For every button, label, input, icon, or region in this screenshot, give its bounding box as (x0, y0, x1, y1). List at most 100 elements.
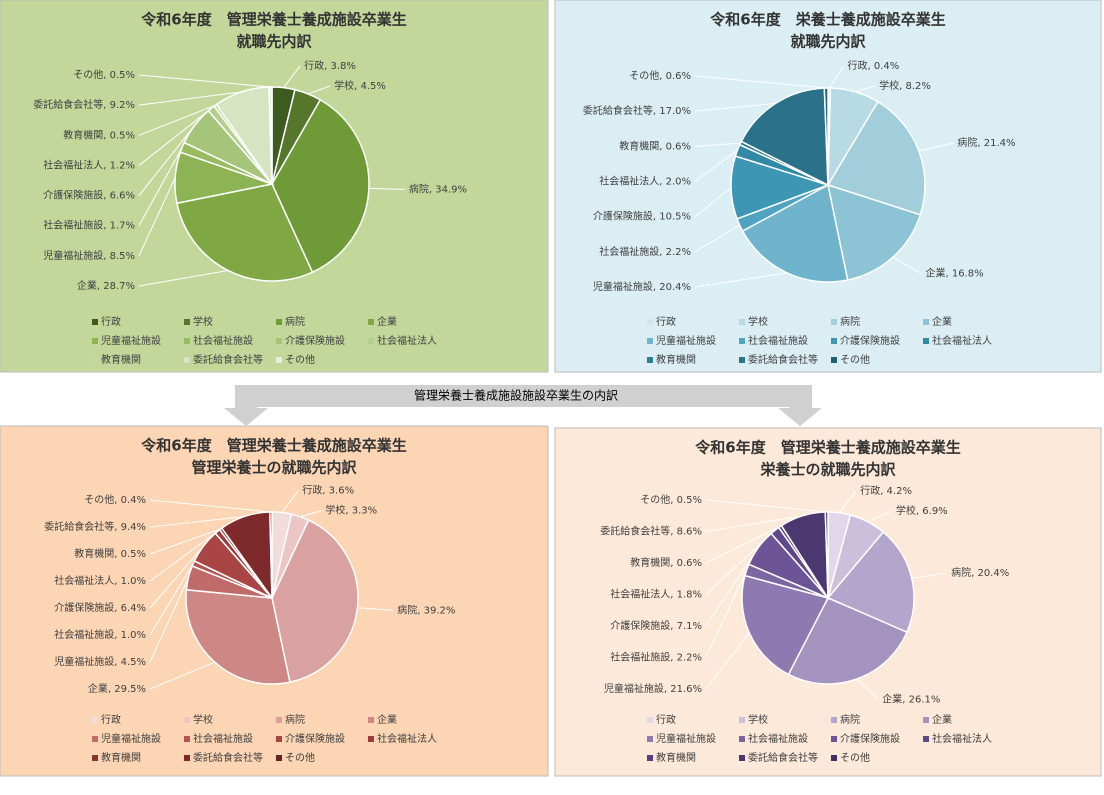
legend-swatch (368, 717, 374, 723)
data-label: 教育機関, 0.6% (619, 139, 691, 152)
leader-line (149, 545, 204, 609)
legend-label: 児童福祉施設 (656, 334, 716, 347)
leader-line (357, 607, 394, 611)
legend-label: 社会福祉法人 (377, 732, 437, 745)
leader-line (281, 490, 299, 513)
leader-line (694, 75, 827, 89)
leader-line (307, 85, 331, 95)
data-label: 病院, 20.4% (951, 566, 1009, 579)
legend-label: 介護保険施設 (840, 334, 900, 347)
leader-line (705, 499, 827, 513)
legend-label: 企業 (932, 713, 952, 726)
legend-swatch (647, 338, 653, 344)
data-label: 介護保険施設, 10.5% (593, 210, 691, 223)
leader-line (149, 531, 218, 582)
data-label: 委託給食会社等, 9.2% (33, 98, 135, 111)
legend-label: 委託給食会社等 (193, 353, 263, 366)
data-label: 学校, 3.3% (325, 504, 377, 517)
legend-label: 行政 (101, 315, 121, 328)
legend-swatch (184, 338, 190, 344)
legend-label: 病院 (285, 315, 305, 328)
data-label: 教育機関, 0.5% (74, 547, 146, 560)
pie-slice (787, 597, 908, 685)
leader-line (149, 528, 221, 555)
leader-line (149, 563, 194, 636)
data-label: 児童福祉施設, 21.6% (604, 682, 702, 695)
data-label: 児童福祉施設, 4.5% (54, 655, 146, 668)
legend-label: 学校 (193, 315, 213, 328)
legend-swatch (276, 338, 282, 344)
chart-title: 令和6年度 管理栄養士養成施設卒業生 (141, 437, 406, 455)
leader-line (892, 256, 922, 275)
data-label: 社会福祉法人, 1.8% (610, 588, 702, 601)
legend-label: 社会福祉法人 (932, 732, 992, 745)
data-label: 企業, 29.5% (88, 682, 146, 695)
legend-swatch (831, 357, 837, 363)
legend-swatch (368, 736, 374, 742)
legend-label: 企業 (932, 315, 952, 328)
data-label: 社会福祉施設, 1.7% (43, 219, 135, 232)
leader-line (694, 224, 740, 253)
legend-label: 委託給食会社等 (193, 751, 263, 764)
leader-line (705, 632, 750, 690)
legend-swatch (276, 717, 282, 723)
data-label: 病院, 21.4% (957, 136, 1015, 149)
legend-swatch (92, 736, 98, 742)
leader-line (828, 65, 844, 89)
legend-label: 児童福祉施設 (101, 732, 161, 745)
legend-swatch (739, 717, 745, 723)
data-label: 介護保険施設, 6.4% (54, 601, 146, 614)
legend-swatch (647, 755, 653, 761)
legend-label: 教育機関 (656, 353, 696, 366)
leader-line (149, 499, 271, 513)
leader-line (694, 149, 738, 182)
legend-swatch (831, 755, 837, 761)
leader-line (838, 490, 857, 514)
leader-line (149, 577, 189, 663)
legend-swatch (739, 736, 745, 742)
leader-line (138, 125, 196, 196)
data-label: 企業, 28.7% (77, 279, 135, 292)
legend-swatch (739, 357, 745, 363)
data-label: 教育機関, 0.5% (63, 128, 135, 141)
leader-line (138, 108, 212, 166)
legend-label: 委託給食会社等 (748, 751, 818, 764)
legend-label: 学校 (748, 713, 768, 726)
chart-title: 令和6年度 栄養士養成施設卒業生 (710, 11, 945, 29)
legend-swatch (647, 717, 653, 723)
data-label: 企業, 26.1% (882, 693, 940, 706)
legend-swatch (184, 717, 190, 723)
legend-swatch (184, 357, 190, 363)
legend-label: 社会福祉施設 (748, 334, 808, 347)
leader-line (138, 104, 216, 136)
data-label: 介護保険施設, 7.1% (610, 619, 702, 632)
legend-label: 介護保険施設 (840, 732, 900, 745)
chart-subtitle: 就職先内訳 (236, 33, 312, 51)
legend-swatch (923, 736, 929, 742)
legend-label: その他 (285, 353, 315, 366)
pie-slice (176, 183, 314, 282)
legend-label: 学校 (193, 713, 213, 726)
legend-swatch (276, 319, 282, 325)
connector-arrow (224, 385, 822, 426)
leader-line (705, 547, 759, 627)
data-label: その他, 0.6% (629, 69, 691, 82)
legend-label: 企業 (377, 713, 397, 726)
leader-line (705, 526, 781, 564)
legend-label: 学校 (748, 315, 768, 328)
connector-label: 管理栄養士養成施設施設卒業生の内訳 (414, 388, 618, 403)
legend-swatch (92, 357, 98, 363)
legend-label: その他 (840, 353, 870, 366)
chart-subtitle: 管理栄養士の就職先内訳 (191, 459, 357, 477)
legend-label: その他 (840, 751, 870, 764)
legend-label: 委託給食会社等 (748, 353, 818, 366)
legend-label: 教育機関 (101, 353, 141, 366)
legend-swatch (831, 338, 837, 344)
legend-swatch (647, 736, 653, 742)
leader-line (149, 661, 215, 690)
legend-swatch (276, 357, 282, 363)
legend-label: 児童福祉施設 (101, 334, 161, 347)
leader-line (694, 187, 732, 218)
legend-label: 社会福祉施設 (193, 732, 253, 745)
